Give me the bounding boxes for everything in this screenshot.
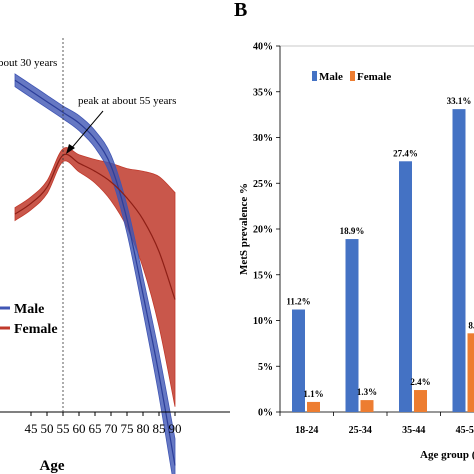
annotation-female-peak: peak at about 55 years <box>78 95 176 107</box>
data-label-female-18-24: 1.1% <box>303 389 323 399</box>
x-tick-label-80: 80 <box>137 421 150 436</box>
data-label-female-25-34: 1.3% <box>357 387 377 397</box>
x-tick-label-60: 60 <box>73 421 86 436</box>
legend-label-b-male: Male <box>319 71 343 83</box>
x-tick-label-90: 90 <box>169 421 182 436</box>
x-tick-label-55: 55 <box>57 421 70 436</box>
bar-female-25-34 <box>360 400 374 412</box>
legend-swatch-b-male <box>312 71 317 81</box>
annotation-arrowhead <box>66 144 75 154</box>
x-tick-label-50: 50 <box>41 421 54 436</box>
category-label-35-44: 35-44 <box>402 425 425 436</box>
y-axis-label-b: MetS prevalence % <box>238 183 250 275</box>
x-tick-label-75: 75 <box>121 421 134 436</box>
bar-male-35-44 <box>399 161 412 412</box>
data-label-male-45-54: 33.1% <box>447 96 472 106</box>
y-tick-label-10: 10% <box>253 316 273 327</box>
confidence-band-female <box>14 147 176 407</box>
bar-female-18-24 <box>307 401 320 412</box>
x-tick-label-45: 45 <box>25 421 38 436</box>
legend-swatch-b-female <box>350 71 355 81</box>
x-tick-label-70: 70 <box>105 421 118 436</box>
annotation-male-peak: bout 30 years <box>0 57 57 69</box>
bar-legend: Male Female <box>312 71 391 83</box>
legend-label-male: Male <box>14 302 44 317</box>
line-male <box>14 79 176 466</box>
legend-label-b-female: Female <box>357 71 391 83</box>
y-tick-label-0: 0% <box>258 408 273 419</box>
plot-area-frame <box>279 45 474 413</box>
bar-male-25-34 <box>345 239 359 412</box>
y-tick-label-25: 25% <box>253 179 273 190</box>
data-label-male-25-34: 18.9% <box>340 226 365 236</box>
bar-male-18-24 <box>292 309 305 412</box>
confidence-band-male <box>14 73 176 474</box>
y-tick-label-5: 5% <box>258 362 273 373</box>
category-label-18-24: 18-24 <box>295 425 318 436</box>
category-label-25-34: 25-34 <box>349 425 372 436</box>
bar-female-35-44 <box>414 390 427 412</box>
x-tick-label-65: 65 <box>89 421 102 436</box>
bar-male-45-54 <box>452 109 466 412</box>
y-tick-label-35: 35% <box>253 87 273 98</box>
data-label-female-35-44: 2.4% <box>410 377 430 387</box>
bar-chart-panel: B 0% 5% 10% 15% 20% 25% 30% 35% 40% 11.2% 1.1% 18.… <box>234 0 474 461</box>
y-tick-label-20: 20% <box>253 225 273 236</box>
y-tick-label-15: 15% <box>253 270 273 281</box>
data-label-male-18-24: 11.2% <box>286 297 310 307</box>
data-label-female-45-54: 8.6 <box>468 320 474 330</box>
x-axis-label-b: Age group (y <box>420 449 474 461</box>
annotation-arrow <box>69 110 104 151</box>
bar-female-45-54 <box>467 333 474 412</box>
line-female <box>14 153 176 300</box>
y-tick-label-40: 40% <box>253 42 273 53</box>
x-tick-label-85: 85 <box>153 421 166 436</box>
line-legend: Male Female <box>0 302 58 337</box>
legend-label-female: Female <box>14 322 58 337</box>
category-label-45-54: 45-54 <box>456 425 474 436</box>
line-chart-panel: 45 50 55 60 65 70 75 80 85 90 Age bout 30 years p… <box>0 38 230 474</box>
data-label-male-35-44: 27.4% <box>393 148 418 158</box>
y-tick-label-30: 30% <box>253 133 273 144</box>
panel-label-b: B <box>234 0 247 21</box>
x-axis-label: Age <box>40 458 65 474</box>
